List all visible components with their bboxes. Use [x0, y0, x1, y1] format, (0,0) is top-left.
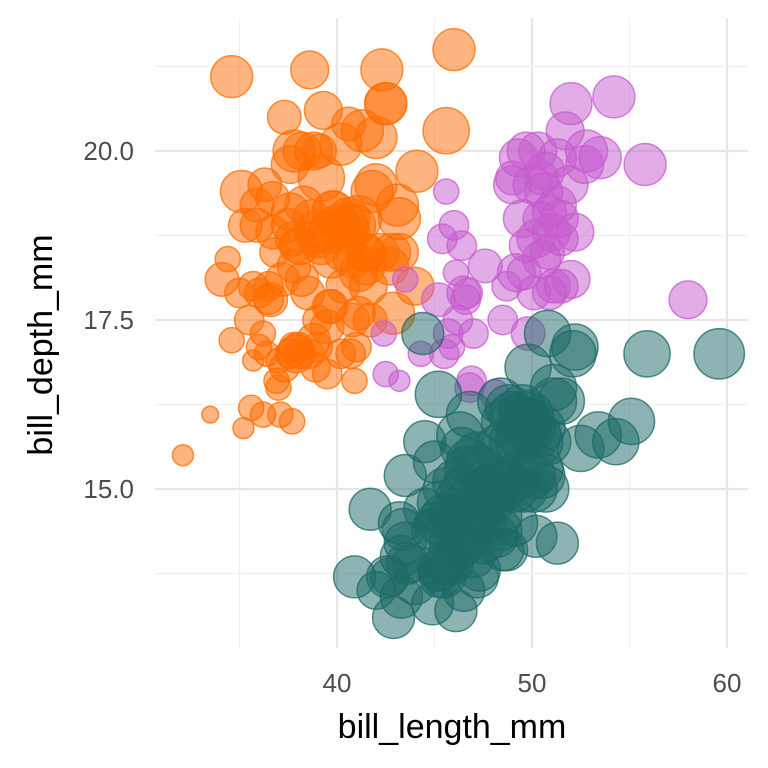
data-point	[335, 338, 367, 370]
y-tick-label: 17.5	[83, 305, 134, 335]
data-point	[494, 160, 531, 196]
data-point	[623, 329, 671, 378]
data-point	[592, 75, 636, 119]
data-point	[276, 334, 316, 374]
data-point	[491, 270, 523, 302]
x-axis-ticks: 40 50 60	[323, 668, 742, 698]
data-point	[410, 507, 455, 552]
data-point	[297, 219, 338, 259]
data-point	[549, 81, 593, 126]
x-tick-label: 60	[713, 668, 742, 698]
data-point	[452, 277, 484, 309]
data-point	[537, 138, 577, 178]
data-point	[253, 284, 285, 316]
y-tick-label: 15.0	[83, 474, 134, 504]
data-point	[290, 275, 326, 311]
data-point	[247, 167, 283, 203]
data-point	[218, 326, 246, 354]
data-point	[245, 333, 273, 361]
data-point	[607, 397, 656, 446]
data-point	[521, 465, 570, 513]
x-axis-title: bill_length_mm	[338, 708, 567, 746]
data-point	[578, 136, 622, 180]
data-point	[265, 374, 292, 401]
y-axis-title: bill_depth_mm	[22, 234, 60, 455]
data-point	[623, 142, 667, 187]
data-point	[532, 275, 568, 311]
data-point	[401, 311, 445, 356]
data-point	[458, 318, 489, 349]
x-tick-label: 40	[323, 668, 352, 698]
data-point	[432, 178, 460, 205]
data-point	[388, 369, 411, 393]
data-point	[555, 212, 595, 252]
x-tick-label: 50	[518, 668, 547, 698]
data-points	[171, 27, 746, 640]
data-point	[239, 207, 275, 243]
data-point	[693, 327, 746, 380]
data-point	[224, 277, 255, 309]
data-point	[290, 50, 330, 90]
data-point	[364, 81, 408, 126]
data-point	[432, 27, 476, 72]
data-point	[354, 163, 398, 207]
y-tick-label: 20.0	[83, 136, 134, 166]
data-point	[331, 106, 367, 142]
data-point	[391, 266, 419, 293]
data-point	[370, 320, 398, 347]
data-point	[209, 54, 254, 99]
y-axis-ticks: 15.0 17.5 20.0	[83, 136, 134, 504]
data-point	[430, 541, 474, 586]
data-point	[341, 367, 368, 395]
data-point	[471, 480, 515, 525]
data-point	[301, 133, 338, 169]
data-point	[266, 99, 302, 135]
data-point	[668, 280, 708, 320]
data-point	[201, 405, 220, 424]
data-point	[422, 106, 471, 155]
data-point	[278, 408, 306, 435]
data-point	[446, 230, 478, 262]
data-point	[535, 521, 580, 565]
data-point	[377, 196, 422, 241]
data-point	[551, 323, 599, 371]
data-point	[171, 443, 195, 467]
data-point	[395, 149, 439, 194]
data-point	[488, 417, 537, 466]
